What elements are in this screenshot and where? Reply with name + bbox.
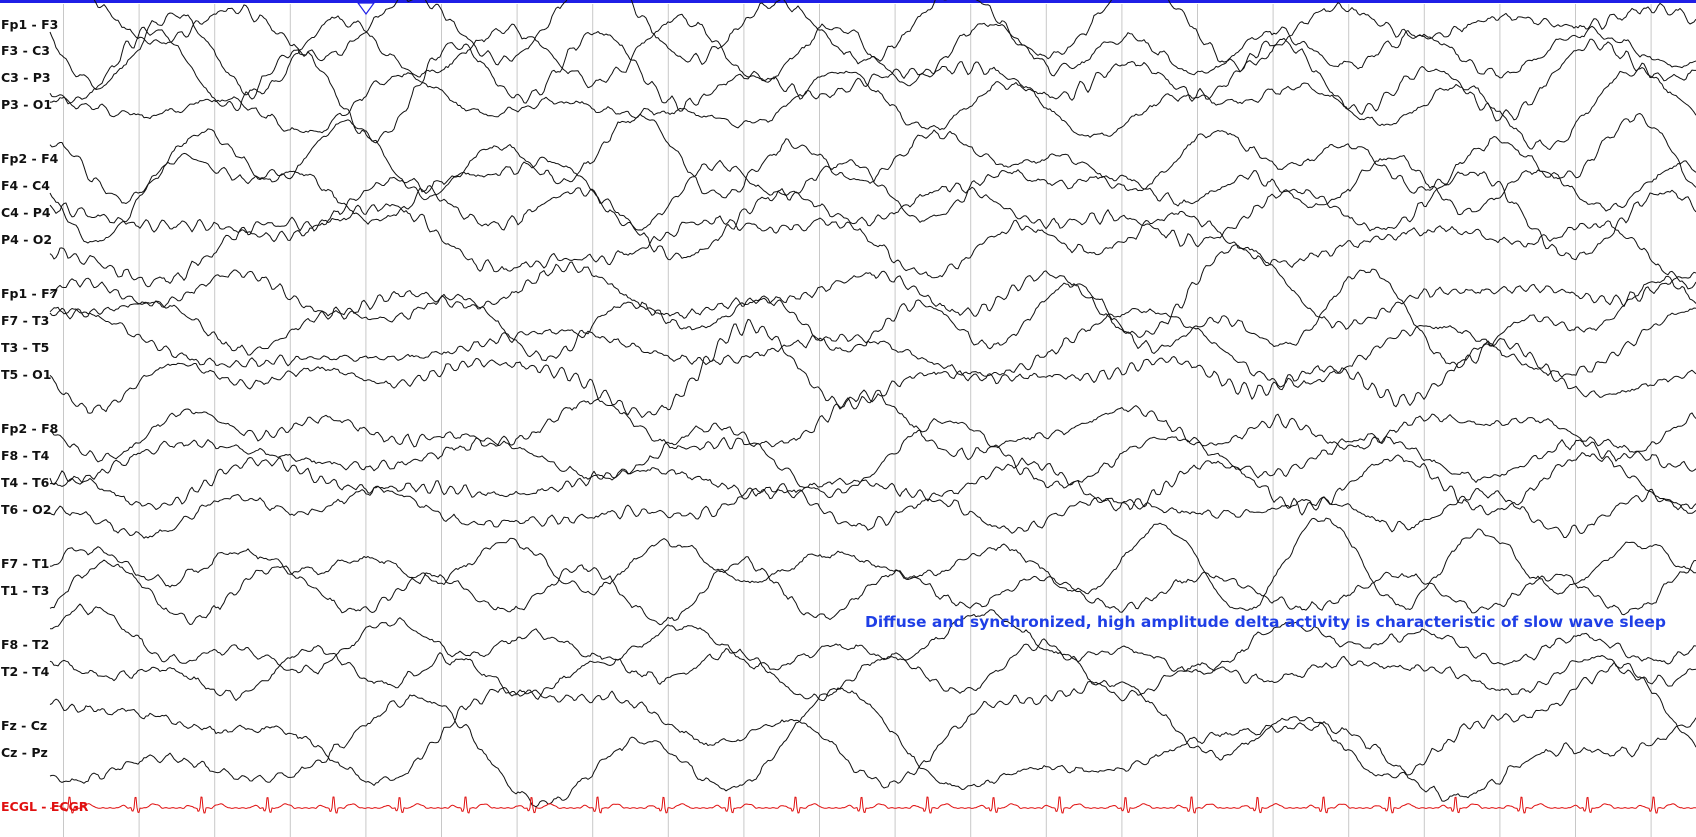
- channel-label-fp1-f3: Fp1 - F3: [1, 17, 59, 32]
- annotation-text: Diffuse and synchronized, high amplitude…: [865, 613, 1667, 631]
- trace-fp2-f4: [49, 113, 1696, 204]
- channel-label-c3-p3: C3 - P3: [1, 70, 51, 85]
- channel-label-t4-t6: T4 - T6: [1, 475, 50, 490]
- trace-f4-c4: [49, 152, 1696, 244]
- channel-label-f3-c3: F3 - C3: [1, 43, 50, 58]
- trace-f7-t3: [49, 268, 1696, 369]
- channel-label-t2-t4: T2 - T4: [1, 664, 50, 679]
- trace-f3-c3: [49, 12, 1696, 96]
- trace-c3-p3: [49, 26, 1696, 144]
- trace-t1-t3: [49, 556, 1696, 626]
- trace-f8-t2: [49, 603, 1696, 675]
- channel-label-t6-o2: T6 - O2: [1, 502, 52, 517]
- channel-label-p3-o1: P3 - O1: [1, 97, 53, 112]
- trace-ecgl-ecgr: [50, 796, 1696, 814]
- channel-label-fp2-f8: Fp2 - F8: [1, 421, 59, 436]
- trace-f7-t1: [49, 517, 1696, 611]
- channel-label-t1-t3: T1 - T3: [1, 583, 50, 598]
- channel-label-fp2-f4: Fp2 - F4: [1, 151, 59, 166]
- channel-label-f8-t4: F8 - T4: [1, 448, 50, 463]
- trace-fp1-f7: [49, 244, 1696, 338]
- trace-p3-o1: [49, 67, 1696, 150]
- trace-fp1-f3: [93, 0, 1696, 73]
- channel-label-f7-t3: F7 - T3: [1, 313, 50, 328]
- trace-t5-o1: [49, 318, 1696, 418]
- top-time-bar[interactable]: [0, 0, 1696, 3]
- channel-label-f8-t2: F8 - T2: [1, 637, 50, 652]
- channel-label-t5-o1: T5 - O1: [1, 367, 52, 382]
- trace-fz-cz: [49, 662, 1696, 789]
- channel-label-p4-o2: P4 - O2: [1, 232, 53, 247]
- trace-c4-p4: [49, 171, 1696, 261]
- trace-t2-t4: [49, 638, 1696, 702]
- channel-traces: [49, 0, 1696, 814]
- trace-p4-o2: [49, 203, 1696, 290]
- time-grid: [63, 4, 1652, 837]
- trace-fp2-f8: [49, 389, 1696, 463]
- trace-t3-t5: [49, 306, 1696, 388]
- channel-label-fz-cz: Fz - Cz: [1, 718, 48, 733]
- channel-label-f7-t1: F7 - T1: [1, 556, 50, 571]
- trace-cz-pz: [49, 687, 1696, 808]
- channel-label-cz-pz: Cz - Pz: [1, 745, 48, 760]
- triangle-down-icon[interactable]: [356, 2, 376, 16]
- channel-label-ecgl-ecgr: ECGL - ECGR: [1, 799, 89, 814]
- channel-label-t3-t5: T3 - T5: [1, 340, 50, 355]
- trace-f8-t4: [49, 418, 1696, 498]
- channel-label-f4-c4: F4 - C4: [1, 178, 50, 193]
- channel-label-c4-p4: C4 - P4: [1, 205, 51, 220]
- trace-t6-o2: [49, 483, 1696, 539]
- trace-t4-t6: [49, 452, 1696, 516]
- channel-label-fp1-f7: Fp1 - F7: [1, 286, 59, 301]
